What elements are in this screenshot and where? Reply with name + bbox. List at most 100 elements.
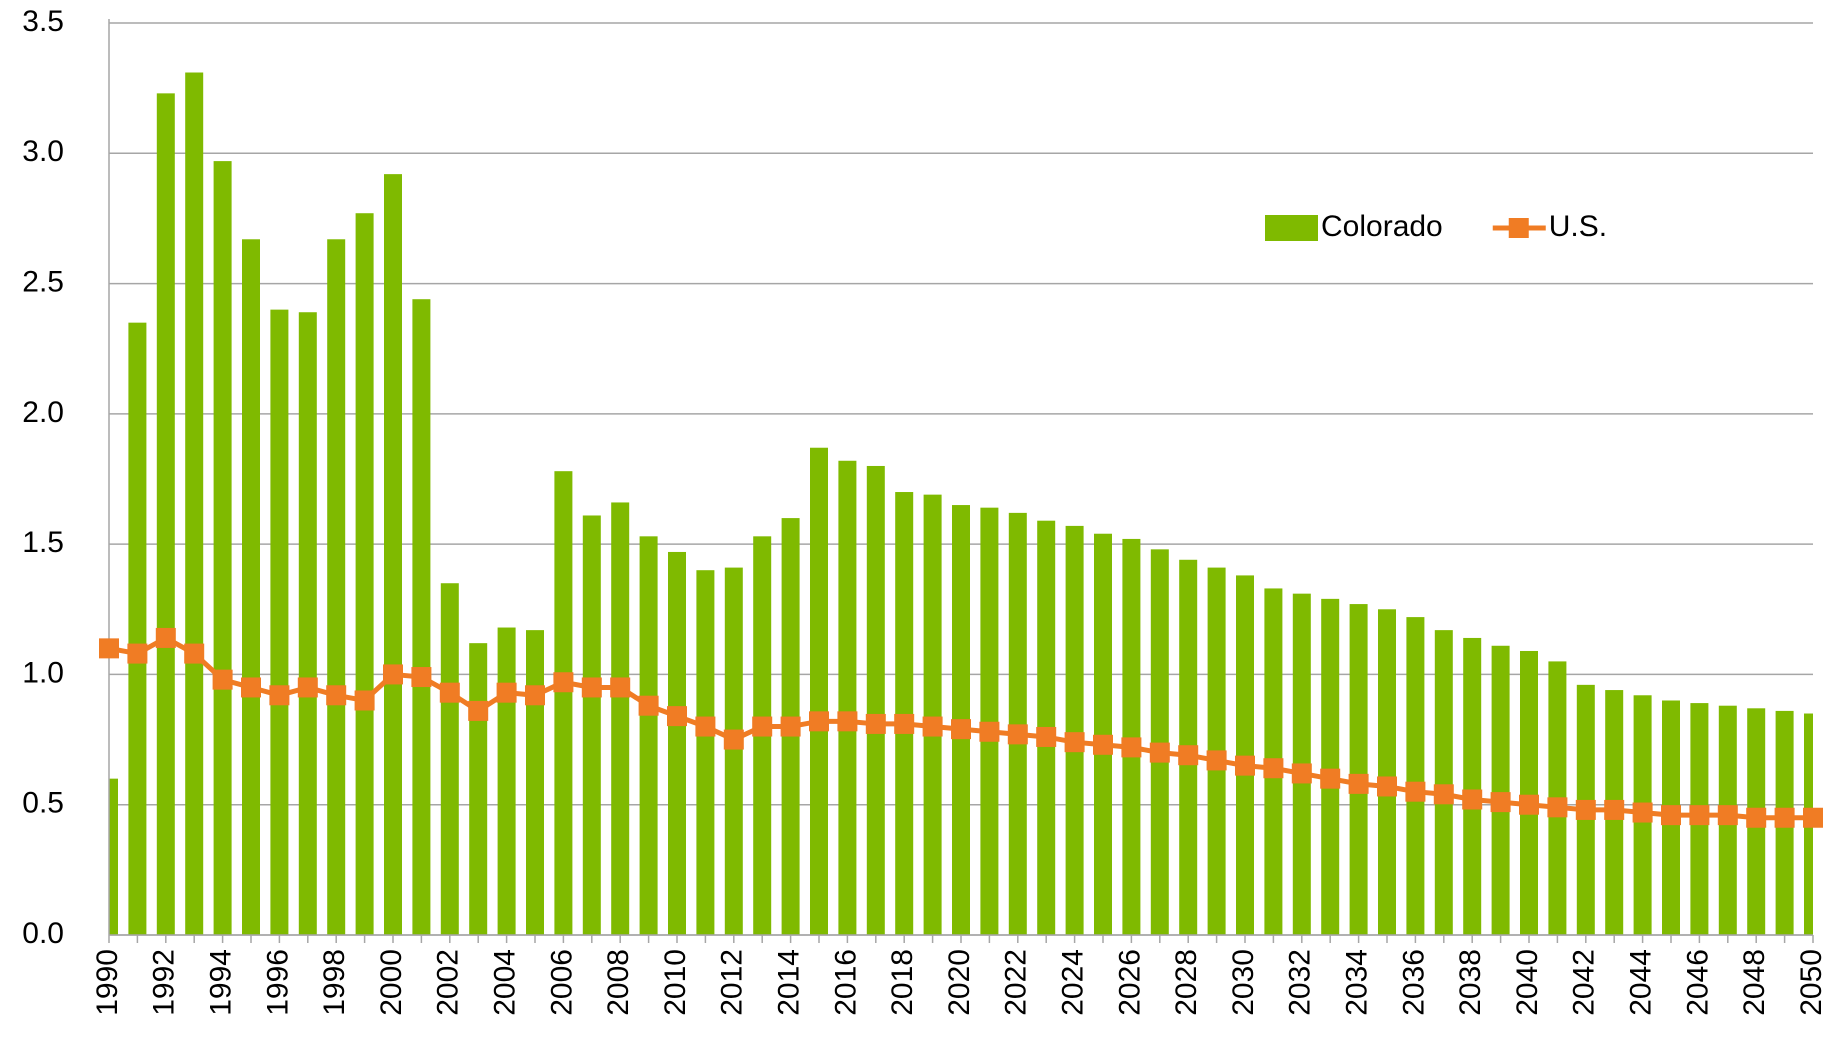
y-tick-label: 2.5 (22, 265, 64, 298)
x-tick-label: 1996 (261, 949, 294, 1016)
marker (155, 627, 176, 648)
marker (212, 669, 233, 690)
bar (1378, 609, 1396, 935)
marker (1717, 805, 1738, 826)
x-tick-label: 2012 (716, 949, 749, 1016)
marker (439, 682, 460, 703)
marker (1774, 807, 1795, 828)
marker (297, 677, 318, 698)
marker (1405, 781, 1426, 802)
bar (980, 507, 999, 935)
marker (1093, 734, 1113, 755)
x-tick-label: 1992 (148, 949, 181, 1016)
y-tick-label: 3.0 (22, 135, 64, 168)
marker (951, 719, 971, 740)
marker (865, 713, 886, 734)
line-series (99, 627, 1823, 828)
x-tick-label: 2020 (943, 949, 976, 1016)
x-tick-label: 2000 (375, 949, 408, 1016)
bar (213, 161, 232, 935)
marker (752, 716, 773, 737)
bar (242, 239, 260, 935)
marker (1377, 776, 1397, 797)
legend-label: Colorado (1321, 210, 1443, 243)
x-tick-label: 2040 (1511, 949, 1544, 1016)
x-tick-label: 2006 (545, 949, 578, 1016)
bar (724, 567, 743, 935)
marker (894, 713, 915, 734)
marker (1206, 750, 1227, 771)
marker (1746, 807, 1767, 828)
legend: Colorado U.S. (1265, 210, 1607, 243)
x-tick-label: 2016 (829, 949, 862, 1016)
x-tick-label: 2028 (1170, 949, 1203, 1016)
marker (1604, 799, 1625, 820)
marker (496, 682, 517, 703)
marker (184, 643, 205, 664)
y-tick-label: 3.5 (22, 5, 64, 38)
marker (780, 716, 801, 737)
bar (582, 515, 601, 935)
marker (468, 700, 489, 721)
bar (109, 778, 118, 935)
legend-swatch (1265, 215, 1318, 241)
bar (1463, 637, 1482, 935)
bar (1094, 533, 1112, 935)
bar (1349, 604, 1368, 935)
axes (108, 19, 1814, 943)
x-tick-label: 2002 (432, 949, 465, 1016)
marker (610, 677, 631, 698)
marker (1348, 773, 1369, 794)
bar (1008, 512, 1027, 935)
bar (128, 322, 147, 935)
marker (1149, 742, 1170, 763)
bar (412, 299, 431, 935)
marker (269, 685, 290, 706)
y-tick-label: 0.5 (22, 787, 64, 820)
marker (1235, 755, 1255, 776)
x-tick-label: 2032 (1284, 949, 1317, 1016)
bar (866, 465, 885, 935)
marker (809, 711, 829, 732)
bar (838, 460, 857, 935)
x-tick-label: 2026 (1113, 949, 1146, 1016)
marker (127, 643, 148, 664)
bar (1520, 650, 1538, 935)
y-tick-label: 0.0 (22, 917, 64, 950)
marker (1632, 802, 1653, 823)
bar (185, 72, 204, 935)
bar (298, 312, 317, 935)
y-tick-label: 1.0 (22, 656, 64, 689)
marker (979, 721, 1000, 742)
marker (1661, 805, 1681, 826)
y-tick-label: 2.0 (22, 396, 64, 429)
bar (639, 536, 658, 935)
x-tick-label: 2048 (1738, 949, 1771, 1016)
labels: 0.0 0.5 1.0 1.5 2.0 2.5 3.0 3.5 1990 1992 1994 1996… (22, 5, 1828, 1016)
marker (1519, 794, 1539, 815)
bar (156, 93, 175, 935)
x-tick-label: 2038 (1454, 949, 1487, 1016)
marker (525, 685, 545, 706)
legend-marker (1508, 218, 1529, 238)
marker (553, 672, 574, 693)
marker (1178, 745, 1199, 766)
bar (497, 627, 516, 935)
marker (326, 685, 347, 706)
x-tick-label: 2018 (886, 949, 919, 1016)
bars (109, 72, 1813, 935)
x-tick-label: 1990 (91, 949, 124, 1016)
bar (1065, 525, 1084, 935)
marker (1007, 724, 1028, 745)
bar (1491, 645, 1510, 935)
marker (581, 677, 602, 698)
x-tick-label: 2008 (602, 949, 635, 1016)
marker (1263, 758, 1284, 779)
marker (411, 667, 432, 688)
bar (270, 309, 289, 935)
marker (1575, 799, 1596, 820)
bar (696, 570, 715, 935)
bar (526, 630, 544, 935)
marker (1121, 737, 1142, 758)
bar (1321, 598, 1340, 935)
